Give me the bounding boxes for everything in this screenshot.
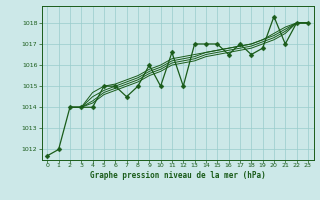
X-axis label: Graphe pression niveau de la mer (hPa): Graphe pression niveau de la mer (hPa)	[90, 171, 266, 180]
